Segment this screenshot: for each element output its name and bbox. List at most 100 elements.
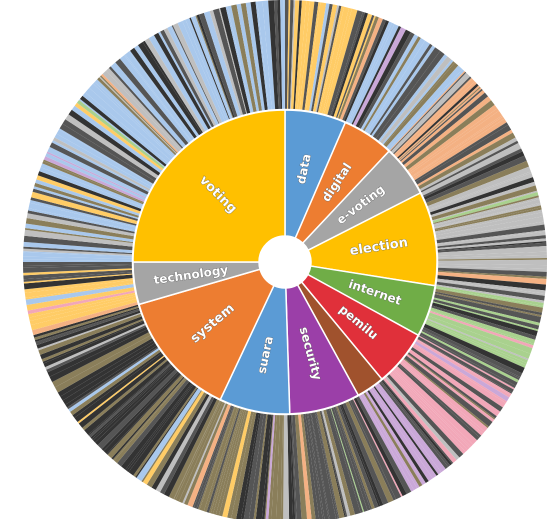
outer-sliver xyxy=(30,298,138,331)
outer-sliver xyxy=(121,381,192,470)
outer-sliver xyxy=(293,0,302,110)
outer-sliver xyxy=(134,45,200,137)
outer-sliver xyxy=(389,71,466,152)
outer-sliver xyxy=(299,1,315,110)
outer-sliver xyxy=(103,372,181,454)
outer-sliver xyxy=(119,55,192,144)
outer-sliver xyxy=(428,171,532,211)
outer-sliver xyxy=(243,413,264,519)
outer-sliver xyxy=(358,395,414,492)
outer-sliver xyxy=(171,25,220,125)
outer-sliver xyxy=(382,59,454,145)
outer-sliver xyxy=(335,405,375,510)
outer-sliver xyxy=(117,379,190,467)
outer-sliver xyxy=(276,414,283,519)
outer-sliver xyxy=(436,280,546,296)
outer-sliver xyxy=(314,411,339,519)
outer-sliver xyxy=(255,414,272,519)
outer-sliver xyxy=(422,148,523,198)
outer-sliver xyxy=(35,179,140,216)
outer-sliver xyxy=(43,159,145,204)
outer-sliver xyxy=(99,76,178,155)
outer-sliver xyxy=(381,379,453,466)
outer-sliver xyxy=(291,414,297,519)
outer-sliver xyxy=(23,268,133,276)
outer-sliver xyxy=(430,181,536,218)
inner-ring xyxy=(132,109,438,415)
outer-sliver xyxy=(437,259,547,266)
outer-sliver xyxy=(23,256,133,261)
outer-sliver xyxy=(101,371,180,452)
outer-sliver xyxy=(23,246,133,255)
outer-sliver xyxy=(213,8,247,115)
outer-sliver xyxy=(59,128,154,185)
outer-sliver xyxy=(106,67,183,151)
outer-sliver xyxy=(334,406,373,510)
outer-sliver xyxy=(392,369,471,448)
outer-sliver xyxy=(394,366,478,445)
outer-sliver xyxy=(418,335,515,390)
outer-sliver xyxy=(297,0,310,110)
outer-sliver xyxy=(23,248,133,256)
outer-sliver xyxy=(23,262,133,266)
outer-sliver xyxy=(90,364,173,440)
outer-sliver xyxy=(33,304,139,338)
outer-sliver xyxy=(41,318,144,362)
outer-sliver xyxy=(393,368,474,447)
outer-sliver xyxy=(287,0,291,110)
outer-sliver xyxy=(339,17,383,121)
outer-sliver xyxy=(434,202,541,229)
outer-sliver xyxy=(407,104,498,173)
outer-sliver xyxy=(425,320,527,366)
outer-sliver xyxy=(34,306,139,341)
outer-sliver xyxy=(196,406,235,510)
outer-sliver xyxy=(27,210,135,234)
outer-sliver xyxy=(23,251,133,257)
outer-sliver xyxy=(412,116,505,179)
outer-sliver xyxy=(419,332,518,386)
outer-sliver xyxy=(203,11,241,117)
outer-sliver xyxy=(85,87,171,163)
outer-sliver xyxy=(79,95,167,167)
outer-sliver xyxy=(170,25,219,125)
outer-sliver xyxy=(337,15,376,119)
outer-sliver xyxy=(429,177,535,216)
outer-sliver xyxy=(436,284,545,303)
outer-sliver xyxy=(182,19,227,122)
outer-sliver xyxy=(345,401,394,503)
outer-sliver xyxy=(54,335,153,393)
outer-sliver xyxy=(218,410,249,517)
outer-sliver xyxy=(93,366,175,443)
outer-sliver xyxy=(375,50,445,141)
outer-sliver xyxy=(434,209,543,233)
outer-sliver xyxy=(420,330,519,383)
outer-sliver xyxy=(91,365,173,441)
outer-sliver xyxy=(227,5,254,113)
outer-sliver xyxy=(386,65,463,150)
outer-sliver xyxy=(172,23,223,124)
outer-sliver xyxy=(49,142,149,195)
outer-sliver xyxy=(88,363,172,438)
outer-sliver xyxy=(153,32,211,130)
outer-sliver xyxy=(43,321,145,368)
outer-sliver xyxy=(331,12,369,117)
outer-sliver xyxy=(265,414,276,519)
outer-sliver xyxy=(378,381,449,469)
outer-sliver xyxy=(76,100,165,170)
outer-sliver xyxy=(406,354,495,422)
outer-sliver xyxy=(436,231,546,247)
outer-sliver xyxy=(311,3,333,112)
outer-sliver xyxy=(351,26,402,125)
outer-sliver xyxy=(436,224,546,244)
outer-sliver xyxy=(349,399,402,500)
outer-sliver xyxy=(423,323,525,374)
outer-sliver xyxy=(253,413,268,519)
outer-sliver xyxy=(397,364,480,441)
outer-sliver xyxy=(435,288,543,313)
outer-sliver xyxy=(26,287,135,311)
outer-sliver xyxy=(316,5,342,113)
outer-sliver xyxy=(142,40,204,134)
outer-sliver xyxy=(386,374,464,458)
outer-sliver xyxy=(287,414,294,519)
outer-sliver xyxy=(23,269,133,280)
